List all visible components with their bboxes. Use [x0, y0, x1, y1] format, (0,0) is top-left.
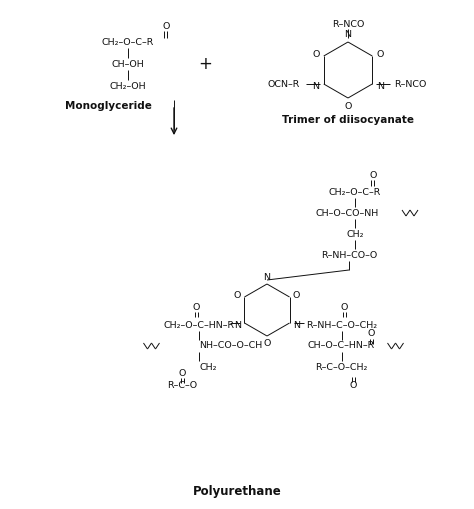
Text: N: N	[312, 81, 319, 91]
Text: CH₂–O–C–R: CH₂–O–C–R	[329, 187, 381, 196]
Text: N: N	[234, 321, 241, 329]
Text: CH–O–CO–NH: CH–O–CO–NH	[315, 209, 379, 217]
Text: R–C–O: R–C–O	[167, 381, 198, 389]
Text: R–NCO: R–NCO	[332, 19, 364, 29]
Text: O: O	[368, 329, 375, 338]
Text: CH–O–C–HN–R: CH–O–C–HN–R	[308, 342, 375, 351]
Text: O: O	[350, 381, 357, 389]
Text: Polyurethane: Polyurethane	[192, 486, 282, 498]
Text: +: +	[198, 55, 212, 73]
Text: OCN–R: OCN–R	[267, 79, 300, 89]
Text: O: O	[344, 101, 352, 110]
Text: Trimer of diisocyanate: Trimer of diisocyanate	[282, 115, 414, 125]
Text: R–NH–CO–O: R–NH–CO–O	[321, 250, 377, 260]
Text: O: O	[264, 340, 271, 349]
Text: R–NCO: R–NCO	[394, 79, 427, 89]
Text: CH₂: CH₂	[346, 230, 364, 239]
Text: O: O	[179, 369, 186, 378]
Text: CH₂–OH: CH₂–OH	[109, 81, 146, 91]
Text: CH₂: CH₂	[200, 362, 217, 372]
Text: N: N	[293, 321, 300, 329]
Text: N: N	[264, 272, 271, 281]
Text: Monoglyceride: Monoglyceride	[64, 101, 151, 111]
Text: O: O	[234, 291, 241, 299]
Text: CH₂–O–C–R: CH₂–O–C–R	[102, 38, 154, 46]
Text: O: O	[312, 49, 319, 59]
Text: O: O	[376, 49, 384, 59]
Text: NH–CO–O–CH: NH–CO–O–CH	[200, 342, 263, 351]
Text: O: O	[193, 302, 200, 312]
Text: O: O	[293, 291, 300, 299]
Text: R–NH–C–O–CH₂: R–NH–C–O–CH₂	[306, 321, 377, 329]
Text: CH₂–O–C–HN–R: CH₂–O–C–HN–R	[164, 321, 235, 329]
Text: O: O	[341, 302, 348, 312]
Text: N: N	[377, 81, 384, 91]
Text: O: O	[162, 21, 170, 31]
Text: N: N	[345, 30, 352, 39]
Text: O: O	[369, 171, 377, 180]
Text: R–C–O–CH₂: R–C–O–CH₂	[315, 362, 368, 372]
Text: CH–OH: CH–OH	[111, 60, 145, 69]
